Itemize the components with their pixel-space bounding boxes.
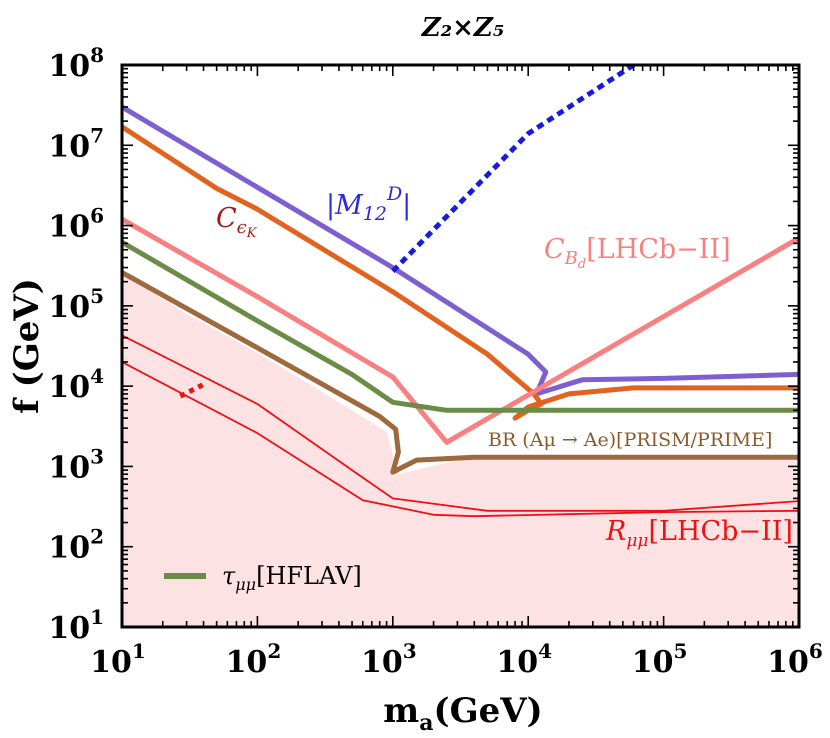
y-tick-label: 101 <box>48 605 104 646</box>
series-M12D-extension <box>391 65 635 273</box>
y-tick-label: 106 <box>48 204 104 245</box>
series-tau_mumu <box>122 239 799 413</box>
x-tick-label: 102 <box>226 639 282 680</box>
series-M12D <box>122 104 799 397</box>
series-R_mumu_lower <box>122 361 799 518</box>
series-BR_Amu_Ae <box>122 270 799 475</box>
x-tick-labels: 101 102 103 104 105 106 <box>90 639 823 680</box>
axis-ticks <box>121 64 800 628</box>
x-axis-title: ma(GeV) <box>383 691 542 736</box>
y-tick-labels: 101 102 103 104 105 106 107 108 <box>48 43 104 646</box>
y-tick-label: 108 <box>48 43 104 84</box>
series-CBd <box>122 216 799 445</box>
label-br: BR (Aμ → Ae)[PRISM/PRIME] <box>488 429 772 451</box>
label-m12d: |M12D| <box>326 183 411 225</box>
plot-area <box>122 65 799 627</box>
y-tick-label: 102 <box>48 525 104 566</box>
x-tick-label: 101 <box>90 639 146 680</box>
y-tick-label: 104 <box>48 364 104 405</box>
x-tick-label: 105 <box>632 639 688 680</box>
chart-title: Z₂×Z₅ <box>421 13 505 43</box>
label-rmumu: Rμμ[LHCb−II] <box>605 516 793 551</box>
curves <box>122 65 799 518</box>
x-tick-label: 103 <box>361 639 417 680</box>
plot-frame <box>120 63 801 629</box>
series-R_mumu_gap <box>179 382 205 399</box>
y-tick-label: 105 <box>48 284 104 325</box>
title-text: Z₂×Z₅ <box>421 13 505 43</box>
y-axis-title: f (GeV) <box>7 278 47 414</box>
x-tick-label: 106 <box>767 639 823 680</box>
y-tick-label: 103 <box>48 444 104 485</box>
label-cepsk: CϵK <box>216 203 258 241</box>
x-tick-label: 104 <box>496 639 552 680</box>
series-CepsK <box>122 124 799 421</box>
label-cbd: CBd[LHCb−II] <box>544 234 731 272</box>
excluded-region <box>122 273 799 627</box>
legend-label: τμμ[HFLAV] <box>222 562 362 594</box>
series-R_mumu_upper <box>122 334 799 512</box>
y-tick-label: 107 <box>48 123 104 164</box>
legend: τμμ[HFLAV] <box>164 562 362 594</box>
